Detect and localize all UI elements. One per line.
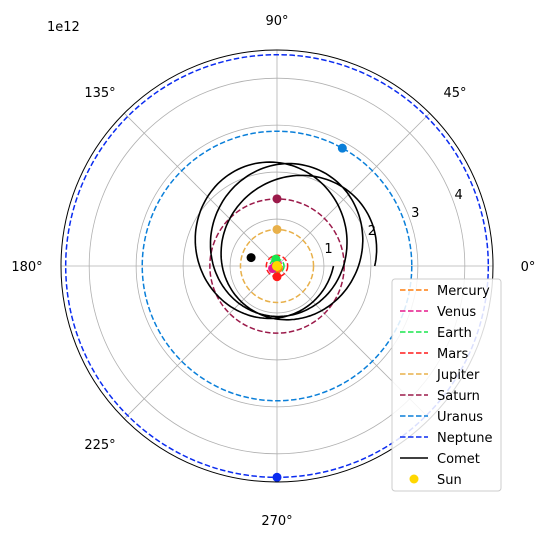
theta-tick-label: 0° xyxy=(521,260,536,275)
theta-tick-label: 135° xyxy=(84,86,115,101)
legend-label: Saturn xyxy=(437,389,480,404)
polar-frame xyxy=(60,49,494,483)
legend-entry: Comet xyxy=(400,452,480,467)
legend-label: Mars xyxy=(437,347,469,362)
orbit-uranus xyxy=(141,130,413,402)
legend-label: Earth xyxy=(437,326,472,341)
legend-entry: Neptune xyxy=(400,431,493,446)
theta-gridline xyxy=(123,112,278,267)
r-tick-label: 4 xyxy=(455,188,463,203)
legend-entry: Mercury xyxy=(400,284,490,299)
offset-label: 1e12 xyxy=(47,20,80,35)
legend-label: Venus xyxy=(437,305,476,320)
legend-entry: Jupiter xyxy=(400,368,480,383)
marker-comet xyxy=(246,253,256,263)
legend-label: Jupiter xyxy=(436,368,480,383)
legend: Mercury Venus Earth Mars Jupiter Saturn Uranus… xyxy=(391,278,502,492)
marker-mars xyxy=(272,272,282,282)
comet-path xyxy=(194,161,378,321)
marker-sun xyxy=(272,261,282,271)
legend-label: Uranus xyxy=(437,410,483,425)
theta-tick-label: 180° xyxy=(11,260,42,275)
theta-tick-label: 90° xyxy=(265,14,288,29)
legend-label: Mercury xyxy=(437,284,490,299)
r-tick-label: 3 xyxy=(411,206,419,221)
legend-entry: Saturn xyxy=(400,389,480,404)
legend-swatch xyxy=(409,474,419,484)
legend-label: Sun xyxy=(437,473,462,488)
r-tick-label: 2 xyxy=(368,224,376,239)
theta-tick-label: 45° xyxy=(443,86,466,101)
legend-entry: Sun xyxy=(409,473,462,488)
markers xyxy=(246,143,347,482)
r-tick-label: 1 xyxy=(324,242,332,257)
marker-saturn xyxy=(272,194,282,204)
theta-tick-label: 270° xyxy=(261,514,292,529)
marker-jupiter xyxy=(272,224,282,234)
legend-entry: Uranus xyxy=(400,410,483,425)
theta-gridline xyxy=(123,265,278,420)
legend-label: Comet xyxy=(437,452,480,467)
legend-entry: Earth xyxy=(400,326,472,341)
legend-label: Neptune xyxy=(437,431,493,446)
legend-entry: Mars xyxy=(400,347,469,362)
legend-entry: Venus xyxy=(400,305,476,320)
marker-uranus xyxy=(337,143,347,153)
marker-neptune xyxy=(272,472,282,482)
theta-gridline xyxy=(276,112,431,267)
theta-tick-label: 225° xyxy=(84,438,115,453)
